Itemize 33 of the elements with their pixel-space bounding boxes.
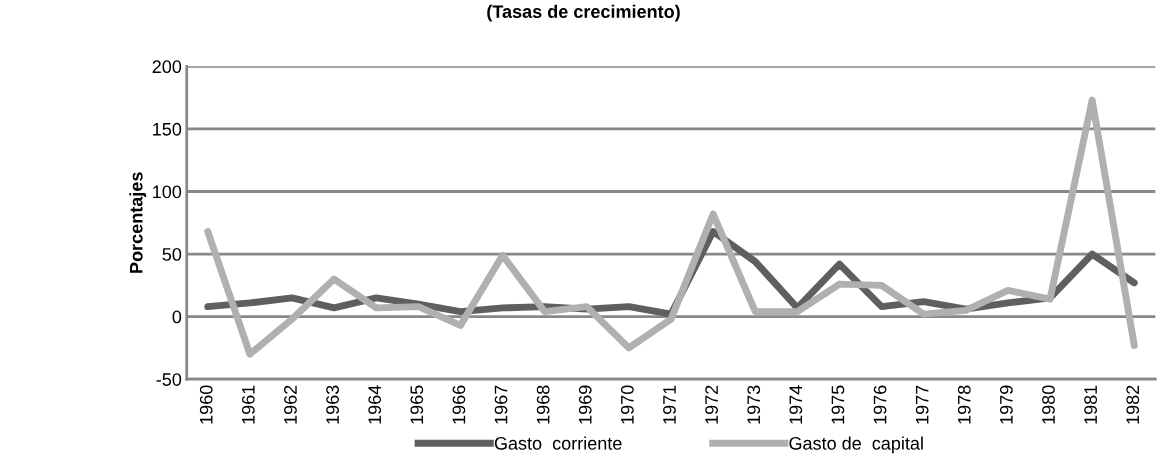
y-tick-label: 200 — [152, 60, 182, 74]
x-tick-label: 1961 — [241, 385, 255, 424]
x-tick-label: 1981 — [1084, 385, 1098, 424]
x-tick-label: 1971 — [663, 385, 676, 424]
legend-label: Gasto corriente — [494, 436, 622, 450]
y-tick-label: 150 — [153, 122, 182, 136]
x-tick-label: 1980 — [1042, 385, 1055, 424]
x-tick-label: 1979 — [999, 385, 1013, 424]
y-tick-label: 0 — [172, 310, 182, 324]
y-axis-title: Porcentajes — [129, 172, 147, 273]
x-tick-label: 1974 — [789, 385, 803, 424]
x-tick-label: 1960 — [199, 385, 213, 424]
x-tick-label: 1976 — [873, 385, 887, 424]
x-tick-label: 1970 — [620, 385, 634, 424]
x-tick-label: 1967 — [494, 385, 508, 424]
x-tick-label: 1968 — [536, 385, 550, 424]
x-tick-label: 1969 — [578, 385, 592, 424]
x-tick-label: 1975 — [831, 385, 845, 424]
y-tick-label: -50 — [156, 373, 182, 386]
x-tick-label: 1965 — [410, 385, 424, 424]
legend-label: Gasto de capital — [789, 436, 923, 454]
x-tick-label: 1977 — [915, 385, 929, 424]
x-tick-label: 1972 — [705, 385, 718, 424]
x-tick-label: 1982 — [1126, 385, 1140, 424]
x-tick-label: 1963 — [326, 385, 339, 424]
y-tick-label: 50 — [162, 248, 182, 261]
x-tick-label: 1978 — [957, 385, 971, 424]
chart-title: (Tasas de crecimiento) — [487, 4, 680, 22]
x-tick-label: 1973 — [747, 385, 761, 424]
x-tick-label: 1966 — [452, 385, 466, 424]
y-tick-label: 100 — [153, 185, 182, 199]
x-tick-label: 1964 — [368, 385, 382, 424]
x-tick-label: 1962 — [284, 385, 297, 424]
